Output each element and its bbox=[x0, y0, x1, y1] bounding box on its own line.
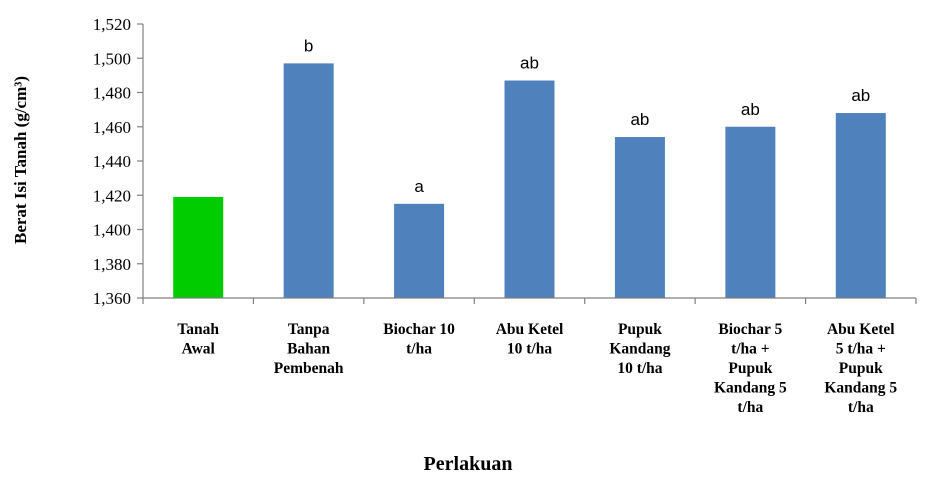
data-label: ab bbox=[520, 54, 539, 73]
category-label: Abu Ketel 5 t/ha + Pupuk Kandang 5 t/ha bbox=[824, 321, 897, 416]
y-axis-title-group: Berat Isi Tanah (g/cm³) bbox=[11, 76, 30, 244]
y-tick-label: 1,520 bbox=[93, 15, 131, 34]
y-tick-label: 1,480 bbox=[93, 84, 131, 103]
y-tick-label: 1,420 bbox=[93, 186, 131, 205]
axes bbox=[142, 24, 917, 304]
data-label: b bbox=[304, 36, 313, 55]
bar bbox=[283, 63, 334, 299]
data-label: ab bbox=[741, 100, 760, 119]
bar bbox=[173, 196, 224, 298]
category-label: Tanah Awal bbox=[177, 321, 219, 358]
bars-group: b a ab ab ab ab bbox=[173, 36, 886, 299]
bar bbox=[835, 113, 886, 298]
bar bbox=[725, 126, 776, 298]
data-label: ab bbox=[630, 110, 649, 129]
bar bbox=[394, 203, 445, 298]
y-tick-label: 1,440 bbox=[93, 152, 131, 171]
x-axis-title: Perlakuan bbox=[424, 453, 513, 475]
category-label: Biochar 10 t/ha bbox=[383, 321, 455, 358]
category-label: Tanpa Bahan Pembenah bbox=[274, 321, 344, 377]
category-label: Pupuk Kandang 10 t/ha bbox=[609, 321, 670, 377]
y-tick-label: 1,400 bbox=[93, 221, 131, 240]
category-labels: Tanah Awal Tanpa Bahan Pembenah Biochar 10 t/h… bbox=[177, 321, 897, 416]
y-tick-label: 1,380 bbox=[93, 255, 131, 274]
y-axis-title: Berat Isi Tanah (g/cm³) bbox=[11, 76, 30, 244]
category-label: Biochar 5 t/ha + Pupuk Kandang 5 t/ha bbox=[714, 321, 787, 416]
data-label: a bbox=[414, 177, 424, 196]
y-tick-label: 1,460 bbox=[93, 118, 131, 137]
y-tick-label: 1,500 bbox=[93, 49, 131, 68]
data-label: ab bbox=[851, 86, 870, 105]
y-axis-ticks: 1,360 1,380 1,400 1,420 1,440 1,460 1,480 1,500… bbox=[93, 15, 143, 308]
bar bbox=[504, 80, 555, 298]
category-label: Abu Ketel 10 t/ha bbox=[496, 321, 564, 358]
bar bbox=[614, 137, 665, 298]
y-tick-label: 1,360 bbox=[93, 289, 131, 308]
